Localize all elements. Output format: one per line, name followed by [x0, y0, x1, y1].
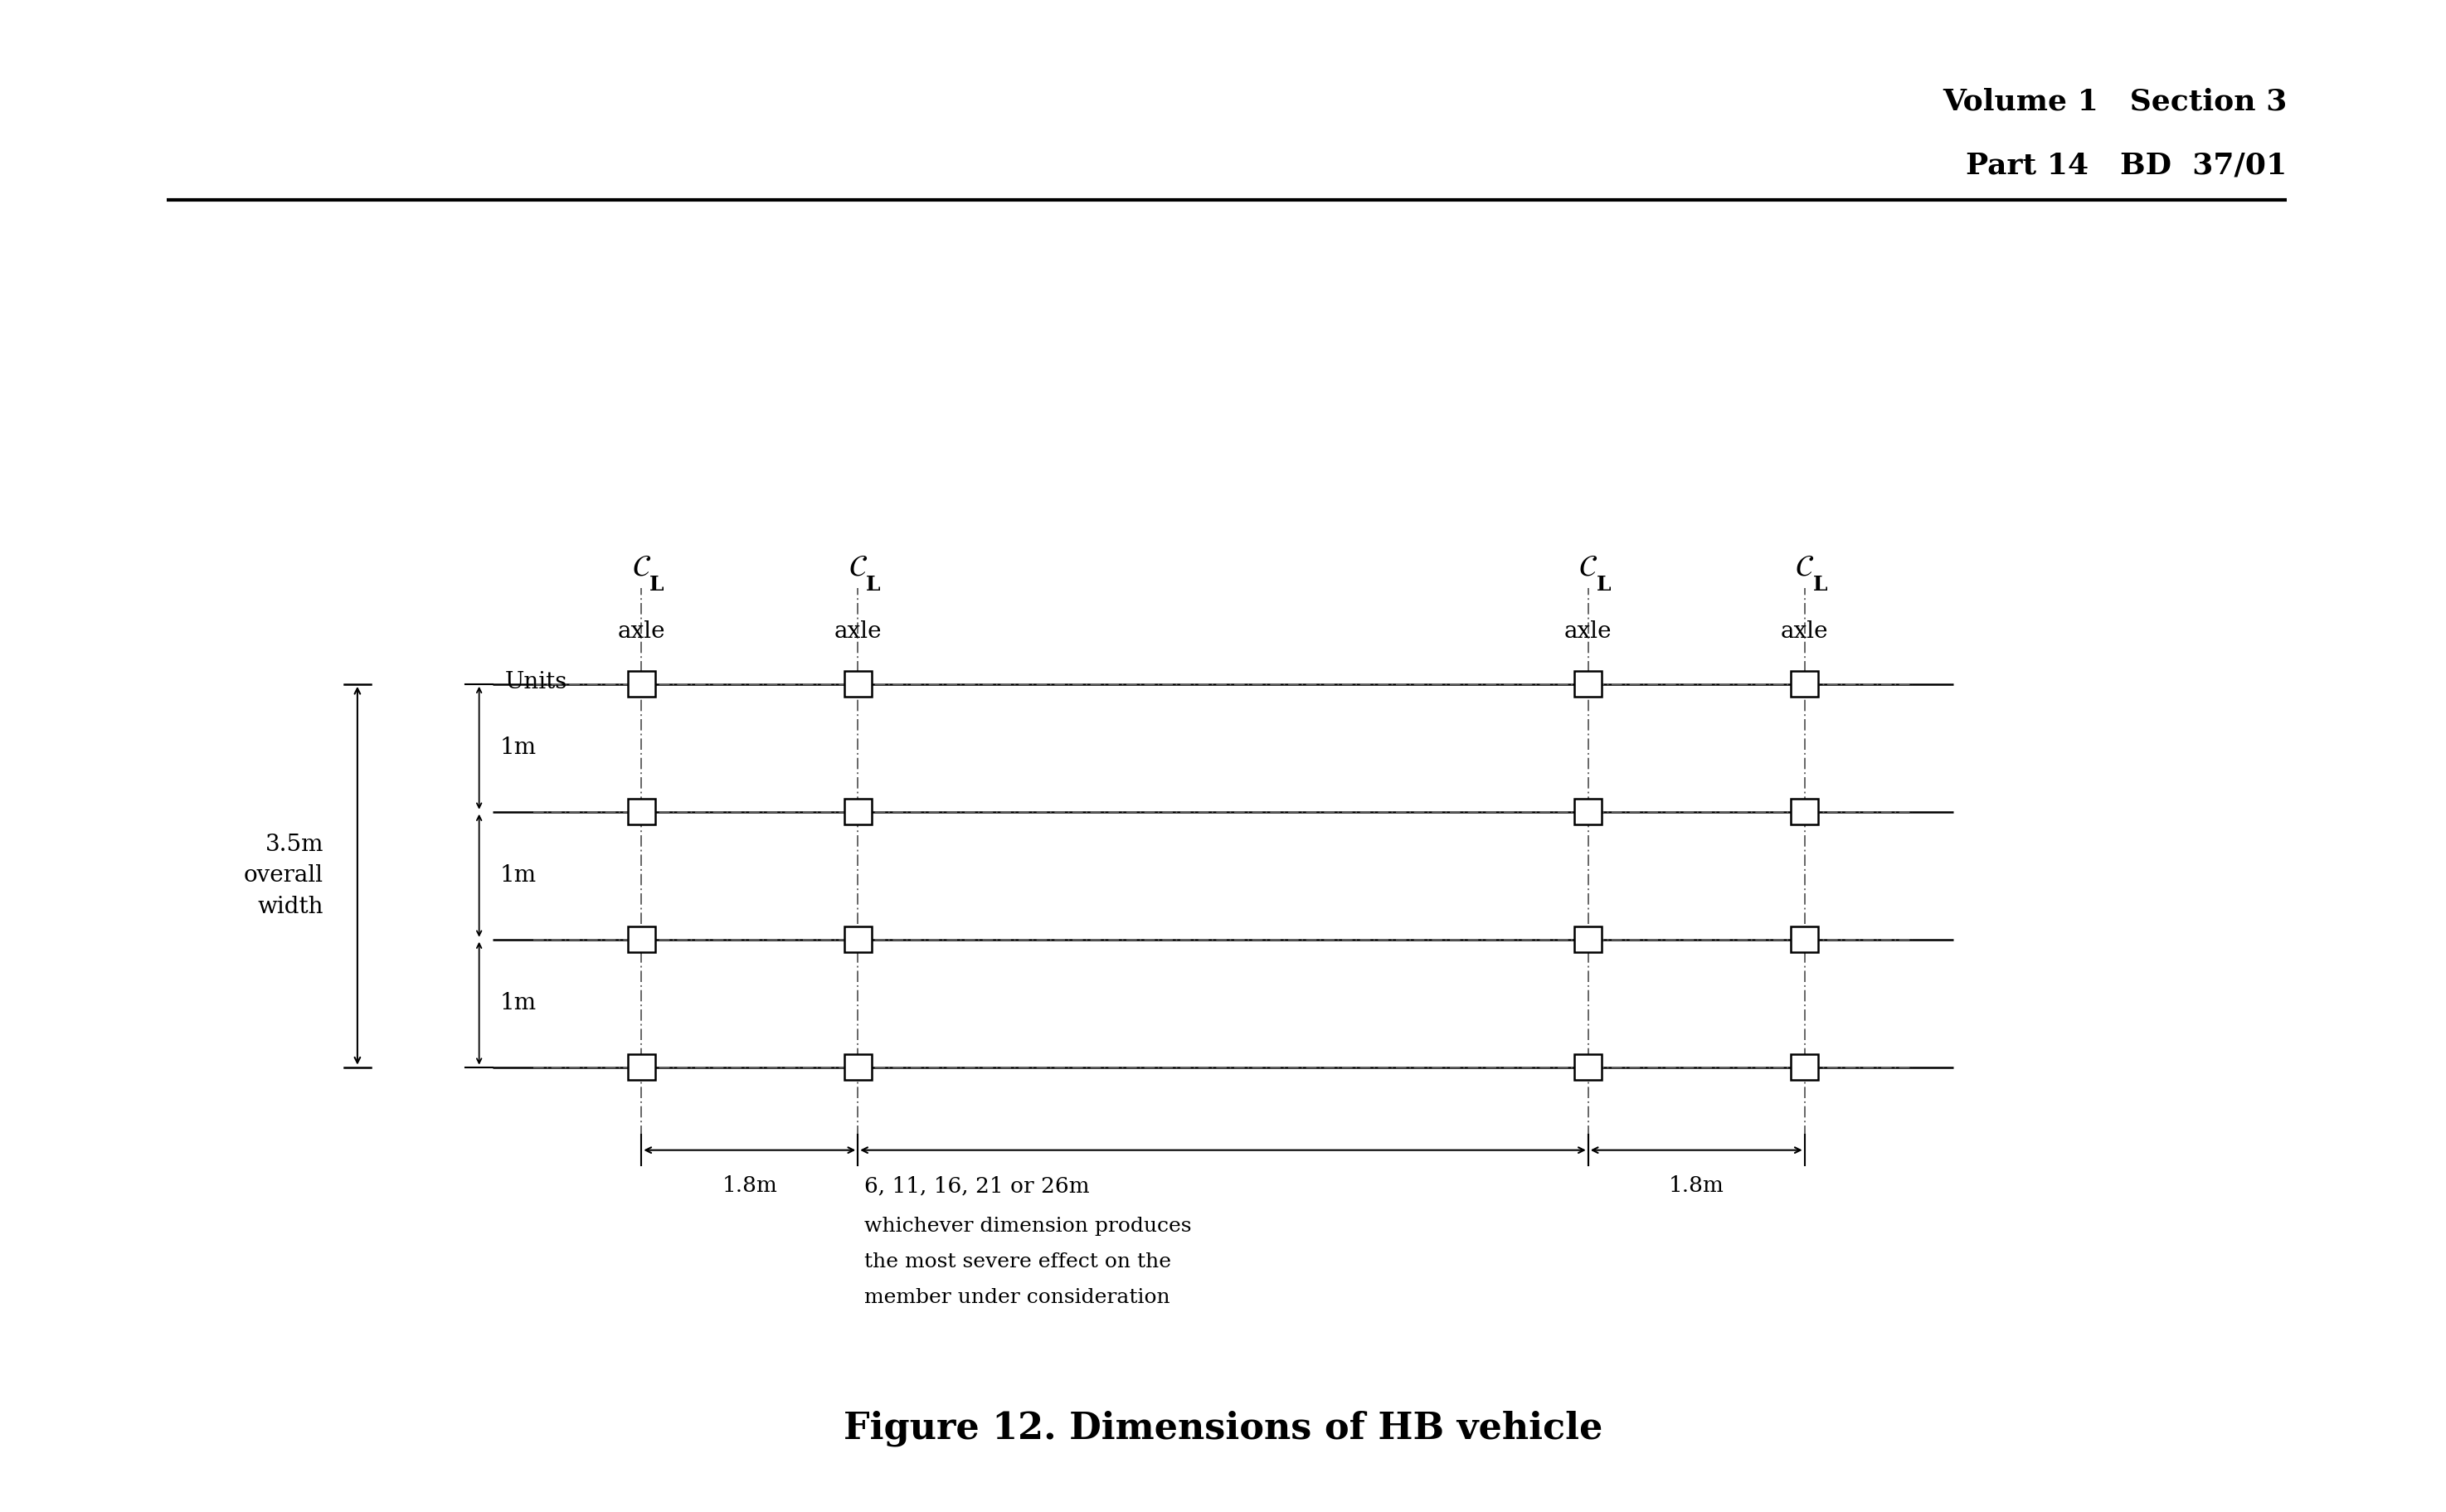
Bar — [844, 1054, 871, 1080]
Bar — [844, 798, 871, 824]
Bar — [629, 671, 656, 697]
Bar — [629, 798, 656, 824]
Bar — [629, 1054, 656, 1080]
Text: the most severe effect on the: the most severe effect on the — [863, 1252, 1172, 1272]
Text: L: L — [1812, 575, 1827, 594]
Bar — [1790, 1054, 1817, 1080]
Text: 1m: 1m — [499, 865, 536, 888]
Bar — [1790, 671, 1817, 697]
Bar — [1575, 927, 1602, 953]
Text: member under consideration: member under consideration — [863, 1288, 1169, 1306]
Text: 1m: 1m — [499, 992, 536, 1015]
Bar — [844, 671, 871, 697]
Text: axle: axle — [834, 620, 881, 643]
Text: L: L — [651, 575, 663, 594]
Text: axle: axle — [1781, 620, 1830, 643]
Bar — [629, 927, 656, 953]
Bar — [1790, 798, 1817, 824]
Text: L: L — [866, 575, 881, 594]
Bar — [1575, 798, 1602, 824]
Text: axle: axle — [1565, 620, 1612, 643]
Text: 1.8m: 1.8m — [1668, 1176, 1724, 1196]
Text: 1m: 1m — [499, 736, 536, 759]
Text: Volume 1   Section 3: Volume 1 Section 3 — [1942, 88, 2287, 116]
Text: axle: axle — [616, 620, 665, 643]
Text: 1: 1 — [851, 671, 866, 694]
Bar — [844, 927, 871, 953]
Text: $\mathcal{C}$: $\mathcal{C}$ — [1578, 553, 1597, 582]
Text: 1: 1 — [1798, 671, 1812, 694]
Text: $\mathcal{C}$: $\mathcal{C}$ — [631, 553, 651, 582]
Text: Figure 12. Dimensions of HB vehicle: Figure 12. Dimensions of HB vehicle — [844, 1411, 1602, 1447]
Text: whichever dimension produces: whichever dimension produces — [863, 1217, 1191, 1235]
Text: 6, 11, 16, 21 or 26m: 6, 11, 16, 21 or 26m — [863, 1176, 1091, 1196]
Text: 3.5m
overall
width: 3.5m overall width — [245, 833, 323, 918]
Text: $\mathcal{C}$: $\mathcal{C}$ — [1795, 553, 1815, 582]
Bar — [1575, 671, 1602, 697]
Text: L: L — [1597, 575, 1612, 594]
Text: 1: 1 — [634, 671, 648, 694]
Text: $\mathcal{C}$: $\mathcal{C}$ — [849, 553, 868, 582]
Text: 1.8m: 1.8m — [722, 1176, 778, 1196]
Bar — [1790, 927, 1817, 953]
Text: 1: 1 — [1580, 671, 1595, 694]
Bar — [1575, 1054, 1602, 1080]
Text: Part 14   BD  37/01: Part 14 BD 37/01 — [1967, 151, 2287, 180]
Text: Units: Units — [504, 671, 567, 694]
